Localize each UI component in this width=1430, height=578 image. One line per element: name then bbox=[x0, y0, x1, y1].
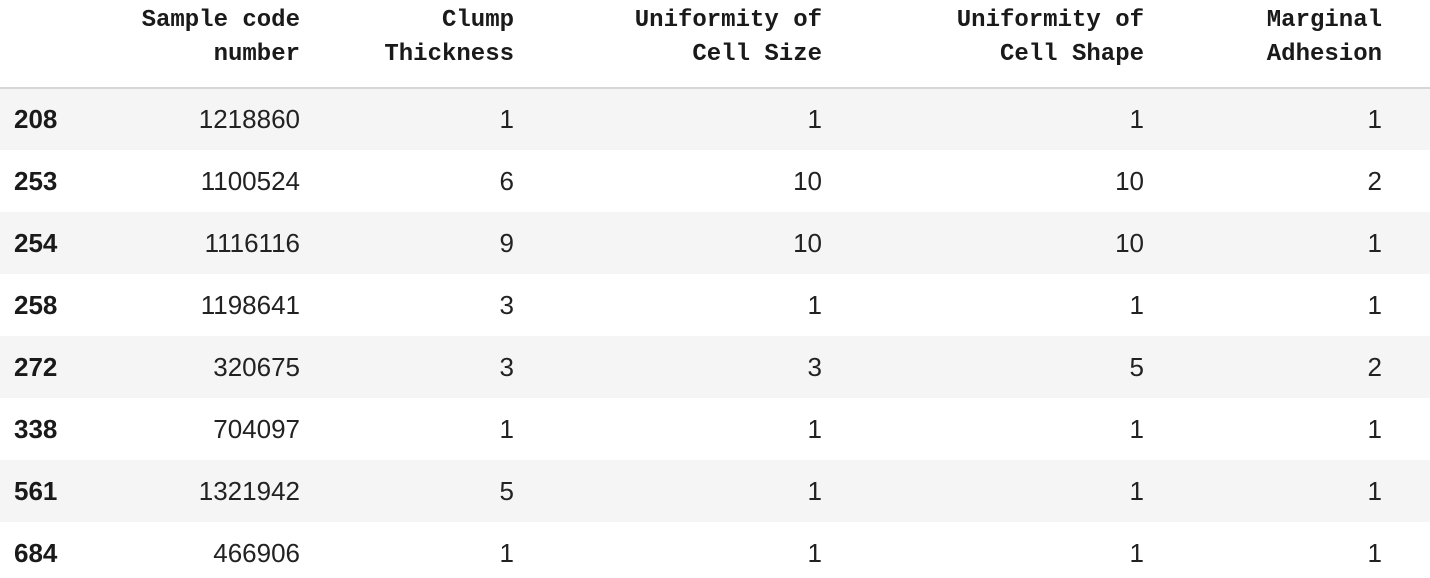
cell-marginal-adhesion: 1 bbox=[1367, 104, 1382, 134]
cell-clump-thickness: 3 bbox=[499, 289, 514, 320]
table-header: Sample code number Clump Thickness Unifo… bbox=[0, 0, 1430, 88]
cell-clump-thickness: 6 bbox=[499, 165, 514, 196]
cell-sample-code-number: 1321942 bbox=[198, 475, 300, 506]
cell-uniformity-cell-shape: 1 bbox=[1129, 475, 1144, 506]
cell-sample-code-number: 1218860 bbox=[198, 104, 300, 134]
row-index: 258 bbox=[14, 289, 58, 320]
row-index: 338 bbox=[14, 413, 58, 444]
cell-uniformity-cell-size: 1 bbox=[807, 104, 822, 134]
cell-uniformity-cell-size: 1 bbox=[807, 413, 822, 444]
row-index: 684 bbox=[14, 537, 58, 568]
cell-uniformity-cell-shape: 1 bbox=[1129, 289, 1144, 320]
cell-uniformity-cell-shape: 10 bbox=[1115, 227, 1144, 258]
table-row: 258 1198641 3 1 1 1 bbox=[0, 274, 1430, 336]
cell-marginal-adhesion: 1 bbox=[1367, 475, 1382, 506]
cell-sample-code-number: 1100524 bbox=[200, 165, 300, 196]
row-index: 561 bbox=[14, 475, 58, 506]
table-row: 254 1116116 9 10 10 1 bbox=[0, 212, 1430, 274]
table-row: 272 320675 3 3 5 2 bbox=[0, 336, 1430, 398]
cell-clump-thickness: 3 bbox=[499, 351, 514, 382]
header-marginal-adhesion: Marginal Adhesion bbox=[1266, 7, 1382, 68]
cell-sample-code-number: 704097 bbox=[213, 413, 300, 444]
table-row: 684 466906 1 1 1 1 bbox=[0, 522, 1430, 578]
cell-marginal-adhesion: 1 bbox=[1367, 289, 1382, 320]
row-index: 253 bbox=[14, 165, 58, 196]
cell-sample-code-number: 466906 bbox=[213, 537, 300, 568]
header-row: Sample code number Clump Thickness Unifo… bbox=[0, 0, 1430, 88]
cell-marginal-adhesion: 2 bbox=[1367, 165, 1382, 196]
row-index: 254 bbox=[14, 227, 58, 258]
cell-marginal-adhesion: 2 bbox=[1367, 351, 1382, 382]
table-row: 561 1321942 5 1 1 1 bbox=[0, 460, 1430, 522]
header-clump-thickness: Clump Thickness bbox=[384, 7, 514, 68]
table-row: 253 1100524 6 10 10 2 bbox=[0, 150, 1430, 212]
cell-marginal-adhesion: 1 bbox=[1367, 413, 1382, 444]
row-index: 208 bbox=[14, 104, 58, 134]
cell-sample-code-number: 1198641 bbox=[200, 289, 300, 320]
cell-uniformity-cell-size: 10 bbox=[793, 227, 822, 258]
table-row: 338 704097 1 1 1 1 bbox=[0, 398, 1430, 460]
cell-clump-thickness: 1 bbox=[499, 413, 514, 444]
cell-uniformity-cell-size: 1 bbox=[807, 537, 822, 568]
table-body: 208 1218860 1 1 1 1 253 1100524 6 10 10 … bbox=[0, 88, 1430, 578]
header-uniformity-cell-size: Uniformity of Cell Size bbox=[634, 7, 822, 68]
cell-marginal-adhesion: 1 bbox=[1367, 227, 1382, 258]
cell-uniformity-cell-shape: 10 bbox=[1115, 165, 1144, 196]
table-row: 208 1218860 1 1 1 1 bbox=[0, 88, 1430, 150]
header-index-blank bbox=[0, 0, 100, 88]
cell-clump-thickness: 9 bbox=[499, 227, 514, 258]
cell-uniformity-cell-shape: 1 bbox=[1129, 413, 1144, 444]
cell-sample-code-number: 1116116 bbox=[204, 227, 300, 258]
row-index: 272 bbox=[14, 351, 58, 382]
cell-marginal-adhesion: 1 bbox=[1367, 537, 1382, 568]
cell-clump-thickness: 1 bbox=[499, 537, 514, 568]
header-uniformity-cell-shape: Uniformity of Cell Shape bbox=[956, 7, 1144, 68]
cell-uniformity-cell-shape: 1 bbox=[1129, 104, 1144, 134]
header-sample-code-number: Sample code number bbox=[141, 7, 300, 68]
cell-uniformity-cell-shape: 1 bbox=[1129, 537, 1144, 568]
cell-uniformity-cell-size: 10 bbox=[793, 165, 822, 196]
cell-uniformity-cell-size: 1 bbox=[807, 289, 822, 320]
cell-uniformity-cell-size: 1 bbox=[807, 475, 822, 506]
cell-uniformity-cell-shape: 5 bbox=[1129, 351, 1144, 382]
cell-sample-code-number: 320675 bbox=[213, 351, 300, 382]
cell-clump-thickness: 1 bbox=[499, 104, 514, 134]
cell-uniformity-cell-size: 3 bbox=[807, 351, 822, 382]
cell-clump-thickness: 5 bbox=[499, 475, 514, 506]
